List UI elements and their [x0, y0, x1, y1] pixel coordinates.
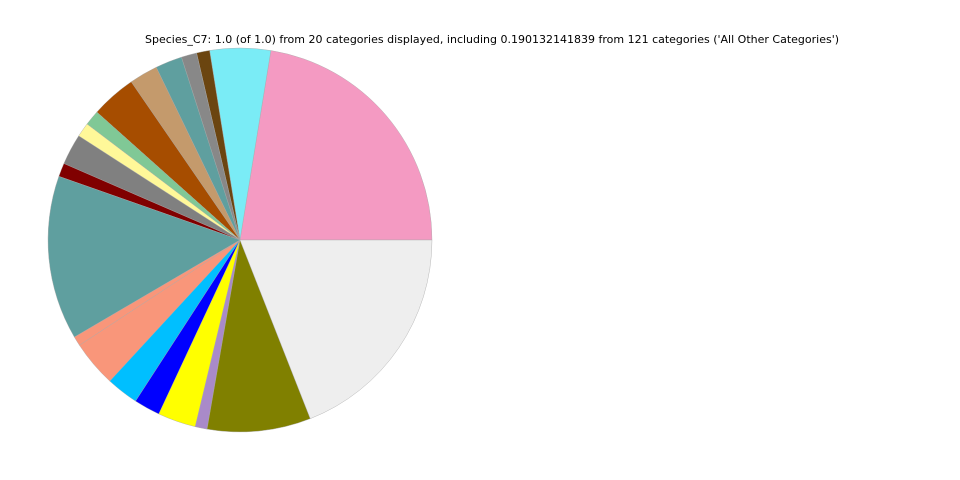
pie-slice-11	[47, 176, 241, 338]
pie-slice-18	[206, 239, 311, 433]
chart-title: Species_C7: 1.0 (of 1.0) from 20 categor…	[144, 33, 840, 46]
pie-slice-19	[239, 239, 433, 419]
pie-slice-0	[239, 50, 433, 241]
